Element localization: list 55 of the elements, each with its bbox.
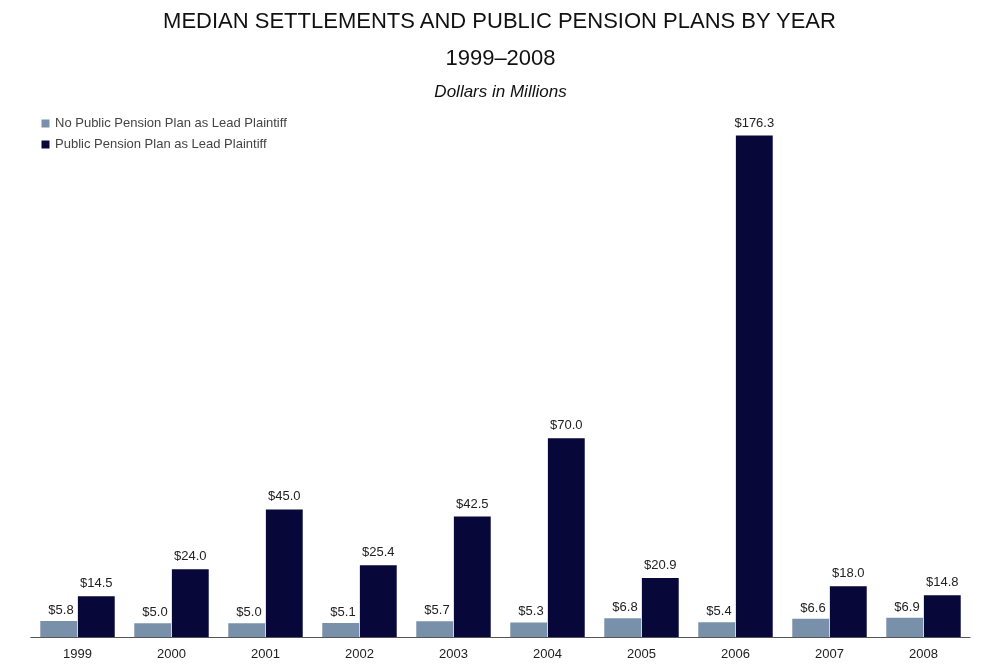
bar — [77, 596, 115, 638]
data-label: $45.0 — [268, 488, 301, 504]
bar — [416, 621, 454, 638]
bar — [171, 569, 209, 638]
data-label: $5.0 — [236, 604, 262, 620]
bar — [265, 509, 303, 638]
data-label: $14.5 — [80, 575, 113, 591]
bar — [886, 617, 924, 638]
x-tick-label: 2007 — [815, 645, 844, 661]
data-label: $5.4 — [706, 603, 732, 619]
x-tick-label: 2006 — [721, 645, 750, 661]
x-tick-label: 2008 — [909, 645, 938, 661]
data-label: $5.7 — [424, 602, 450, 618]
data-label: $14.8 — [926, 574, 959, 590]
bar — [322, 622, 360, 638]
bar — [829, 586, 867, 638]
x-tick-label: 2003 — [439, 645, 468, 661]
data-label: $5.0 — [142, 604, 168, 620]
bar — [735, 135, 773, 638]
chart-title: MEDIAN SETTLEMENTS AND PUBLIC PENSION PLANS BY YEAR — [163, 7, 836, 33]
x-tick-label: 2005 — [627, 645, 656, 661]
bar — [698, 622, 736, 638]
x-tick-label: 2000 — [157, 645, 186, 661]
bar — [604, 618, 642, 638]
legend-label: No Public Pension Plan as Lead Plaintiff — [55, 115, 287, 130]
data-label: $6.9 — [894, 598, 920, 614]
data-label: $42.5 — [456, 495, 489, 511]
bar — [453, 516, 491, 638]
data-label: $20.9 — [644, 557, 677, 572]
bar — [547, 438, 585, 638]
data-label: $5.8 — [48, 601, 74, 617]
legend-label: Public Pension Plan as Lead Plaintiff — [55, 136, 267, 151]
data-label: $5.1 — [330, 603, 356, 619]
data-label: $6.6 — [800, 599, 826, 615]
bar — [40, 620, 78, 638]
data-label: $5.3 — [518, 603, 544, 619]
x-tick-label: 2002 — [345, 645, 374, 661]
data-label: $24.0 — [174, 548, 207, 564]
bar — [359, 565, 397, 638]
bar — [510, 622, 548, 638]
bar — [134, 623, 172, 638]
x-tick-label: 2001 — [251, 645, 280, 661]
x-tick-label: 2004 — [533, 645, 562, 661]
bar — [792, 618, 830, 638]
data-label: $25.4 — [362, 544, 395, 560]
data-label: $18.0 — [832, 565, 865, 581]
bar — [641, 578, 679, 638]
data-label: $6.8 — [612, 599, 638, 615]
text: Dollars in Millions — [434, 81, 568, 101]
chart-subtitle: 1999–2008 — [445, 44, 556, 70]
data-label: $70.0 — [550, 417, 583, 433]
data-label: $176.3 — [734, 114, 775, 130]
bar — [923, 595, 961, 638]
bar — [228, 623, 266, 638]
x-tick-label: 1999 — [63, 645, 92, 661]
